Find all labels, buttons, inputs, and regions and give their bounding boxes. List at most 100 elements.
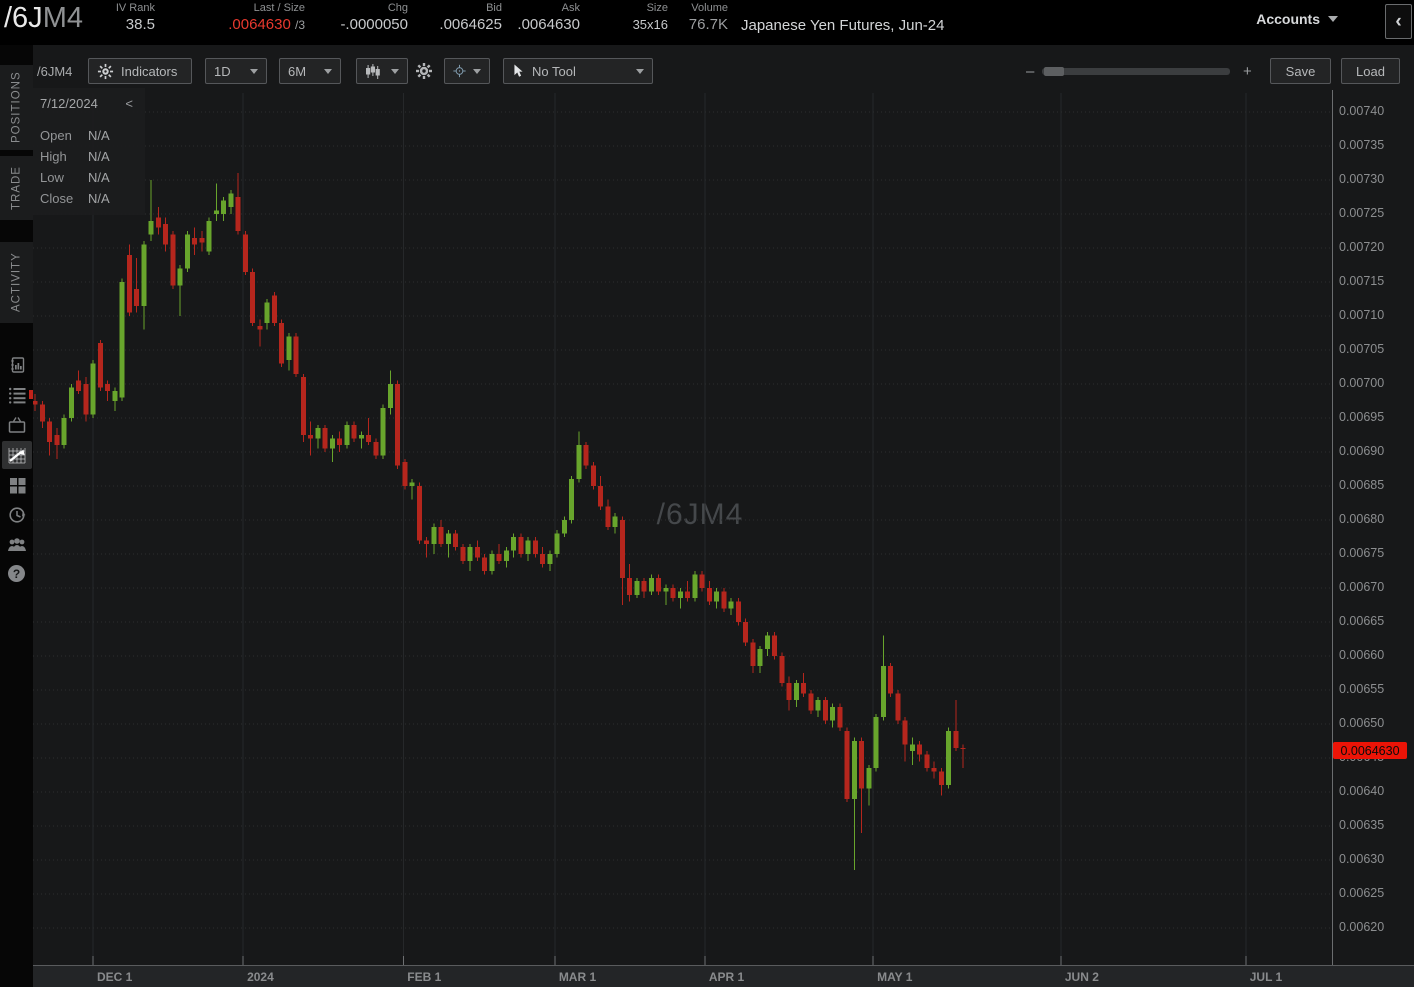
y-axis-label: 0.00710 bbox=[1339, 308, 1385, 322]
help-icon[interactable]: ? bbox=[8, 565, 25, 582]
y-axis-label: 0.00720 bbox=[1339, 240, 1385, 254]
y-axis-label: 0.00670 bbox=[1339, 580, 1385, 594]
quote-header: /6JM4 IV Rank 38.5 Last / Size .0064630 … bbox=[0, 0, 1414, 45]
ohlc-back-arrow[interactable]: < bbox=[125, 96, 133, 111]
indicators-button[interactable]: Indicators bbox=[88, 58, 192, 84]
stat-bid: Bid .0064625 bbox=[439, 2, 502, 33]
chart-panel bbox=[33, 45, 1414, 987]
y-axis-label: 0.00660 bbox=[1339, 648, 1385, 662]
range-dropdown[interactable]: 6M bbox=[279, 58, 341, 84]
x-axis-label: FEB 1 bbox=[407, 970, 442, 984]
symbol-root: /6J bbox=[4, 2, 43, 34]
last-price-tag: 0.0064630 bbox=[1333, 742, 1407, 759]
community-icon[interactable] bbox=[7, 535, 27, 555]
x-axis-label: DEC 1 bbox=[97, 970, 133, 984]
accounts-label: Accounts bbox=[1256, 11, 1320, 27]
y-axis-label: 0.00635 bbox=[1339, 818, 1385, 832]
y-axis-label: 0.00740 bbox=[1339, 104, 1385, 118]
chevron-down-icon bbox=[250, 68, 258, 74]
stat-chg: Chg -.0000050 bbox=[340, 2, 408, 33]
y-axis-label: 0.00705 bbox=[1339, 342, 1385, 356]
instrument-description: Japanese Yen Futures, Jun-24 bbox=[741, 17, 945, 34]
y-axis-label: 0.00725 bbox=[1339, 206, 1385, 220]
zoom-slider-thumb[interactable] bbox=[1044, 67, 1064, 76]
chart-type-dropdown[interactable] bbox=[356, 58, 408, 84]
chart-canvas[interactable] bbox=[33, 45, 1332, 965]
ohlc-row-low: Low N/A bbox=[40, 170, 110, 185]
ohlc-row-close: Close N/A bbox=[40, 191, 110, 206]
chart-settings-button[interactable] bbox=[411, 58, 439, 84]
x-axis-label: MAY 1 bbox=[877, 970, 913, 984]
zoom-slider-track[interactable] bbox=[1042, 68, 1230, 75]
y-axis-label: 0.00620 bbox=[1339, 920, 1385, 934]
ohlc-row-high: High N/A bbox=[40, 149, 110, 164]
chevron-down-icon bbox=[1328, 16, 1338, 22]
crosshair-dropdown[interactable] bbox=[444, 58, 490, 84]
symbol-title: /6JM4 bbox=[4, 2, 83, 35]
y-axis-label: 0.00700 bbox=[1339, 376, 1385, 390]
zoom-out-label[interactable]: – bbox=[1026, 63, 1035, 80]
chart-icon[interactable] bbox=[7, 445, 27, 465]
tool-value: No Tool bbox=[532, 63, 576, 79]
sidebar-tab-positions[interactable]: POSITIONS bbox=[0, 65, 33, 150]
ohlc-row-open: Open N/A bbox=[40, 128, 110, 143]
range-value: 6M bbox=[288, 63, 307, 79]
y-axis-label: 0.00655 bbox=[1339, 682, 1385, 696]
y-axis-label: 0.00730 bbox=[1339, 172, 1385, 186]
notification-dot bbox=[29, 390, 33, 399]
stat-ask: Ask .0064630 bbox=[517, 2, 580, 33]
collapse-panel-button[interactable]: ‹ bbox=[1385, 4, 1412, 39]
symbol-month: M4 bbox=[42, 2, 83, 34]
y-axis-label: 0.00695 bbox=[1339, 410, 1385, 424]
price-axis[interactable]: 0.00740 0.00735 0.00730 0.00725 0.00720 0.007… bbox=[1332, 45, 1414, 965]
y-axis-label: 0.00680 bbox=[1339, 512, 1385, 526]
stat-last-size: Last / Size .0064630 /3 bbox=[228, 2, 305, 33]
x-axis-label: MAR 1 bbox=[558, 970, 597, 984]
chevron-down-icon bbox=[324, 68, 332, 74]
y-axis-label: 0.00735 bbox=[1339, 138, 1385, 152]
timeframe-dropdown[interactable]: 1D bbox=[205, 58, 267, 84]
price-axis-border bbox=[1332, 90, 1333, 965]
chevron-down-icon bbox=[391, 68, 399, 74]
indicators-label: Indicators bbox=[121, 63, 178, 79]
watchlist-icon[interactable] bbox=[7, 385, 27, 405]
toolbar-symbol-label: /6JM4 bbox=[37, 64, 73, 79]
sidebar-tab-trade[interactable]: TRADE bbox=[0, 156, 33, 220]
cursor-icon bbox=[514, 64, 523, 77]
save-button[interactable]: Save bbox=[1270, 58, 1331, 84]
x-axis-label: JUL 1 bbox=[1249, 970, 1283, 984]
time-axis[interactable]: DEC 1 2024 FEB 1 MAR 1 APR 1 MAY 1 JUN 2 JUL 1 bbox=[33, 965, 1414, 987]
left-sidebar: POSITIONS TRADE ACTIVITY ? bbox=[0, 45, 33, 987]
chevron-down-icon bbox=[636, 68, 644, 74]
y-axis-label: 0.00675 bbox=[1339, 546, 1385, 560]
tv-icon[interactable] bbox=[7, 415, 27, 435]
indicators-burst-icon bbox=[97, 63, 114, 79]
y-axis-label: 0.00685 bbox=[1339, 478, 1385, 492]
ledger-icon[interactable] bbox=[7, 355, 27, 375]
chevron-down-icon bbox=[473, 68, 481, 74]
y-axis-label: 0.00625 bbox=[1339, 886, 1385, 900]
ohlc-date: 7/12/2024 bbox=[40, 96, 98, 111]
history-icon[interactable] bbox=[7, 505, 27, 525]
stat-size: Size 35x16 bbox=[632, 2, 668, 32]
load-button[interactable]: Load bbox=[1341, 58, 1400, 84]
stat-iv-rank: IV Rank 38.5 bbox=[115, 2, 155, 33]
y-axis-label: 0.00650 bbox=[1339, 716, 1385, 730]
accounts-menu[interactable]: Accounts bbox=[1256, 11, 1338, 27]
dashboard-icon[interactable] bbox=[7, 475, 27, 495]
y-axis-label: 0.00640 bbox=[1339, 784, 1385, 798]
candlestick-icon bbox=[366, 63, 380, 79]
y-axis-label: 0.00630 bbox=[1339, 852, 1385, 866]
timeframe-value: 1D bbox=[214, 63, 231, 79]
ohlc-panel: 7/12/2024 < Open N/A High N/A Low N/A Close… bbox=[33, 88, 145, 215]
drawing-tool-dropdown[interactable]: No Tool bbox=[503, 58, 653, 84]
zoom-in-label[interactable]: + bbox=[1243, 63, 1252, 80]
y-axis-label: 0.00665 bbox=[1339, 614, 1385, 628]
chart-watermark: /6JM4 bbox=[656, 498, 744, 531]
x-axis-label: JUN 2 bbox=[1064, 970, 1099, 984]
x-axis-label: 2024 bbox=[247, 970, 274, 984]
y-axis-label: 0.00715 bbox=[1339, 274, 1385, 288]
stat-volume: Volume 76.7K bbox=[688, 2, 728, 33]
y-axis-label: 0.00690 bbox=[1339, 444, 1385, 458]
sidebar-tab-activity[interactable]: ACTIVITY bbox=[0, 242, 33, 323]
